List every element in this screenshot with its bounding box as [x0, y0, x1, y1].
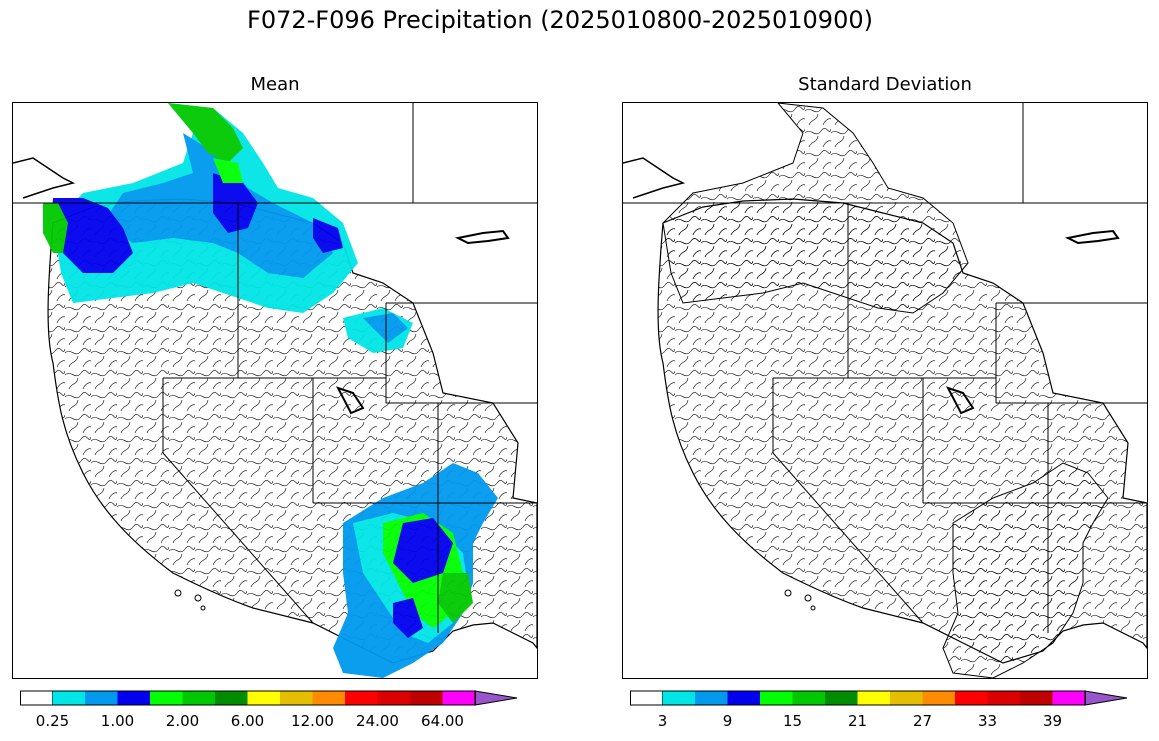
mean-map: [13, 103, 537, 678]
mean-colorbar-swatch: [20, 690, 53, 706]
stddev-colorbar-tick-label: 9: [722, 712, 733, 730]
mean-colorbar-swatch: [85, 691, 118, 705]
state-boundaries: [13, 103, 537, 633]
mean-colorbar-swatch: [117, 691, 150, 705]
mean-colorbar-swatch: [377, 691, 410, 705]
stddev-colorbar-swatch: [857, 691, 890, 705]
mean-colorbar-tick-label: 24.00: [356, 712, 399, 730]
mean-colorbar-swatch: [247, 691, 280, 705]
mean-map-panel: [12, 102, 538, 679]
stddev-colorbar-swatch: [792, 691, 825, 705]
stddev-colorbar-swatch: [630, 690, 663, 706]
stddev-colorbar-tick-label: 3: [657, 712, 668, 730]
mean-colorbar-swatch: [150, 691, 183, 705]
stddev-colorbar-tick-label: 15: [782, 712, 803, 730]
mean-colorbar-swatch: [182, 691, 215, 705]
panel-title-stddev: Standard Deviation: [798, 74, 972, 95]
stddev-colorbar-extend-arrow: [1084, 690, 1128, 706]
stddev-colorbar: [630, 690, 1128, 706]
stddev-colorbar-swatch: [890, 691, 923, 705]
mean-colorbar-tick-label: 64.00: [421, 712, 464, 730]
stddev-colorbar-tick-label: 27: [912, 712, 933, 730]
panel-title-mean: Mean: [250, 74, 300, 95]
mean-colorbar-swatch: [442, 691, 475, 705]
stddev-colorbar-tick-label: 39: [1042, 712, 1063, 730]
mean-colorbar-tick-label: 12.00: [291, 712, 334, 730]
mean-colorbar-swatch: [215, 691, 248, 705]
stddev-colorbar-tick-label: 33: [977, 712, 998, 730]
mean-colorbar-swatch: [52, 691, 85, 705]
stddev-colorbar-swatch: [1020, 691, 1053, 705]
stddev-colorbar-swatch: [695, 691, 728, 705]
stddev-colorbar-swatch: [955, 691, 988, 705]
mean-colorbar-extend-arrow: [474, 690, 518, 706]
mean-colorbar-swatch: [280, 691, 313, 705]
stddev-colorbar-tick-label: 21: [847, 712, 868, 730]
mean-colorbar-tick-label: 1.00: [100, 712, 135, 730]
stddev-colorbar-swatch: [727, 691, 760, 705]
stddev-colorbar-swatch: [987, 691, 1020, 705]
state-boundaries-sd: [623, 103, 1147, 633]
mean-colorbar-tick-label: 6.00: [230, 712, 265, 730]
stddev-colorbar-swatch: [922, 691, 955, 705]
stddev-colorbar-swatch: [1052, 691, 1085, 705]
stddev-map: [623, 103, 1147, 678]
mean-colorbar-swatch: [410, 691, 443, 705]
stddev-colorbar-swatch: [662, 691, 695, 705]
mean-precip-southwest: [333, 463, 498, 678]
stddev-colorbar-swatch: [825, 691, 858, 705]
mean-colorbar: [20, 690, 518, 706]
mean-colorbar-tick-label: 0.25: [35, 712, 70, 730]
mean-colorbar-tick-label: 2.00: [165, 712, 200, 730]
stddev-colorbar-swatch: [760, 691, 793, 705]
mean-colorbar-swatch: [345, 691, 378, 705]
figure-title: F072-F096 Precipitation (2025010800-2025…: [247, 6, 873, 34]
mean-colorbar-swatch: [312, 691, 345, 705]
stddev-map-panel: [622, 102, 1148, 679]
lake-icon: [454, 229, 510, 245]
